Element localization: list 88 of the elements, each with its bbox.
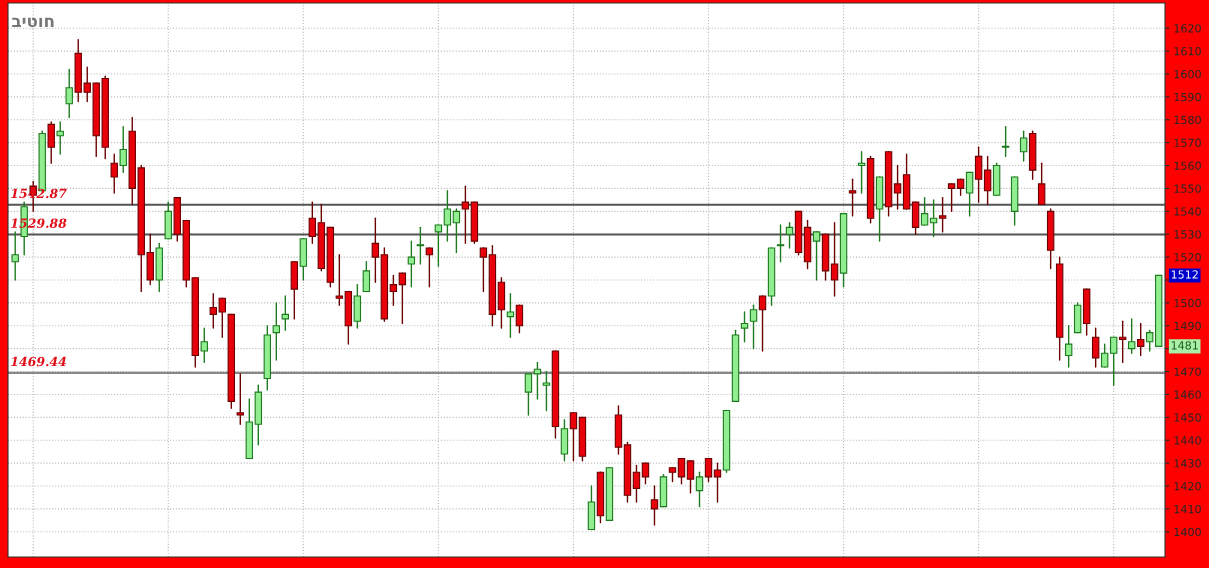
candlestick [56, 121, 64, 155]
candlestick [65, 68, 73, 119]
candlestick [695, 471, 704, 508]
y-tick-label: 1550 [1174, 184, 1201, 193]
candlestick [335, 254, 344, 306]
candlestick [425, 247, 434, 288]
y-tick-label: 1460 [1174, 390, 1201, 399]
candlestick [1064, 325, 1073, 368]
candlestick [1091, 327, 1100, 368]
y-tick-label: 1540 [1174, 207, 1201, 216]
candlestick [11, 231, 19, 281]
y-tick-label: 1520 [1174, 253, 1201, 262]
candlestick [119, 125, 127, 174]
candlestick [1127, 318, 1136, 354]
y-tick-label: 1530 [1174, 230, 1201, 239]
candlestick [515, 304, 524, 334]
candlestick [677, 457, 686, 485]
candlestick [938, 196, 947, 233]
candlestick [569, 412, 578, 462]
candlestick [272, 302, 281, 361]
candlestick [407, 240, 416, 288]
candlestick [812, 231, 821, 281]
candlestick [983, 155, 992, 206]
candlestick [713, 462, 722, 503]
y-tick-label: 1440 [1174, 436, 1201, 445]
candlestick [281, 295, 290, 332]
candlestick [758, 295, 767, 352]
candlestick [776, 224, 785, 263]
candlestick [848, 178, 857, 217]
y-tick-label: 1450 [1174, 413, 1201, 422]
y-tick-label: 1490 [1174, 321, 1201, 331]
candlestick [110, 153, 118, 194]
text: 1481 [1171, 341, 1198, 350]
text: ביטוח [12, 17, 54, 28]
candlestick [308, 201, 317, 245]
candlestick [236, 373, 245, 425]
candlestick [371, 217, 380, 283]
candlestick [641, 462, 650, 485]
candlestick [506, 293, 515, 338]
candlestick [650, 485, 659, 526]
candlestick [1037, 162, 1046, 206]
ref-line-label: 1469.44 [11, 356, 67, 367]
candlestick [740, 311, 749, 343]
candlestick [434, 224, 443, 267]
candlestick [1100, 343, 1109, 368]
candlestick [47, 121, 55, 164]
candlestick [200, 327, 208, 364]
candlestick [389, 274, 398, 306]
candlestick [704, 457, 713, 483]
y-tick-label: 1600 [1174, 69, 1201, 79]
candlestick [785, 222, 794, 249]
y-tick-label: 1590 [1174, 92, 1201, 102]
y-tick-label: 1400 [1174, 527, 1201, 537]
y-tick-label: 1580 [1174, 115, 1201, 125]
y-tick-label: 1470 [1174, 367, 1201, 376]
candlestick [1109, 336, 1118, 387]
y-tick-label: 1560 [1174, 161, 1201, 170]
y-tick-label: 1570 [1174, 138, 1201, 148]
y-tick-label: 1430 [1174, 459, 1201, 468]
candlestick [533, 361, 542, 400]
y-tick-label: 1620 [1174, 24, 1201, 33]
candlestick [947, 183, 956, 213]
candlestick [479, 247, 488, 293]
candlestick [452, 208, 461, 254]
candlestick [965, 171, 974, 217]
candlestick [542, 370, 551, 412]
candlestick [461, 185, 470, 245]
candlestick [524, 373, 533, 416]
y-tick-label: 1610 [1174, 47, 1201, 56]
candlestick [362, 260, 371, 293]
candlestick [686, 460, 695, 494]
y-tick-label: 1500 [1174, 298, 1201, 308]
candlestick [443, 190, 452, 242]
candlestick [974, 146, 983, 203]
candlestick [1001, 125, 1010, 158]
candlestick [416, 226, 425, 265]
candlestick [830, 222, 839, 297]
candlestick [749, 304, 758, 350]
candlestick [920, 196, 929, 226]
y-tick-label: 1420 [1174, 482, 1201, 491]
y-tick-label: 1410 [1174, 504, 1201, 514]
text: 1512 [1171, 270, 1198, 279]
candlestick [1136, 322, 1145, 357]
candlestick [1145, 329, 1154, 352]
candlestick [1019, 130, 1028, 162]
candlestick [893, 164, 902, 210]
candlestick [398, 272, 407, 325]
candlestick [632, 464, 641, 503]
